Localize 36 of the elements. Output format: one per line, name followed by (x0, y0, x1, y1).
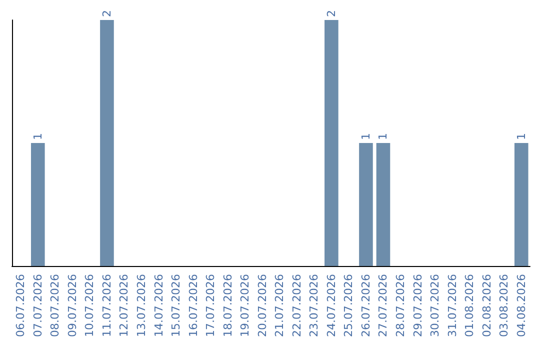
x-tick-label: 12.07.2026 (118, 274, 131, 338)
x-tick-label: 16.07.2026 (186, 274, 200, 338)
x-tick-label: 24.07.2026 (324, 274, 338, 338)
x-tick-label: 01.08.2026 (463, 274, 476, 338)
x-tick-label: 08.07.2026 (48, 274, 62, 338)
x-tick-label: 10.07.2026 (83, 274, 96, 338)
x-tick-label: 03.08.2026 (498, 274, 511, 338)
x-tick-label: 31.07.2026 (446, 274, 459, 338)
x-tick-label: 02.08.2026 (480, 274, 494, 338)
x-tick-label: 09.07.2026 (66, 274, 79, 338)
x-tick-label: 23.07.2026 (308, 274, 321, 338)
x-tick-label: 22.07.2026 (290, 274, 304, 338)
x-tick-label: 27.07.2026 (376, 274, 390, 338)
data-label: 1 (514, 133, 528, 140)
x-tick-label: 19.07.2026 (238, 274, 252, 338)
x-tick-label: 26.07.2026 (359, 274, 372, 338)
x-tick-label: 28.07.2026 (394, 274, 407, 338)
x-tick-label: 06.07.2026 (14, 274, 28, 338)
x-tick-label: 04.08.2026 (514, 274, 528, 338)
x-tick-label: 11.07.2026 (100, 274, 114, 338)
data-label: 2 (100, 10, 114, 17)
x-tick-label: 25.07.2026 (342, 274, 356, 338)
x-tick-label: 17.07.2026 (204, 274, 218, 338)
data-label: 1 (376, 133, 390, 140)
x-tick-label: 21.07.2026 (273, 274, 286, 338)
x-tick-label: 13.07.2026 (135, 274, 148, 338)
x-tick-label: 14.07.2026 (152, 274, 166, 338)
x-tick-label: 15.07.2026 (170, 274, 183, 338)
x-tick-label: 29.07.2026 (411, 274, 424, 338)
data-label: 1 (359, 133, 372, 140)
x-tick-label: 30.07.2026 (428, 274, 442, 338)
data-label: 1 (31, 133, 44, 140)
x-tick-label: 07.07.2026 (31, 274, 44, 338)
data-label: 2 (324, 10, 338, 17)
x-tick-label: 18.07.2026 (221, 274, 234, 338)
x-tick-label: 20.07.2026 (256, 274, 269, 338)
